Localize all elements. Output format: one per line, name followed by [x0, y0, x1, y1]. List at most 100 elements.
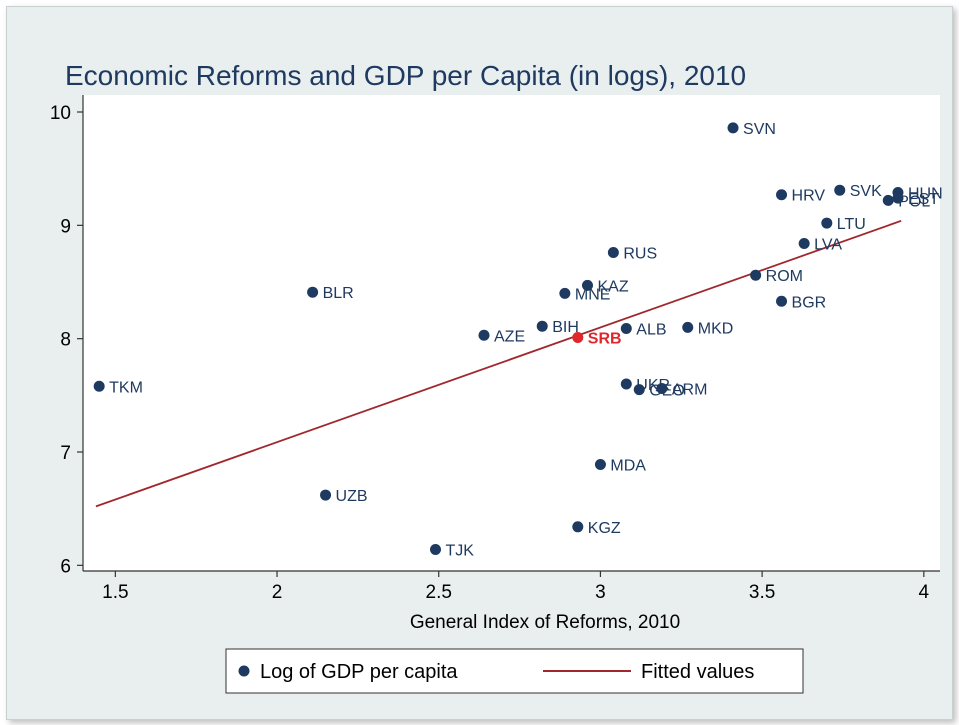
data-point-mda: MDA — [594, 457, 646, 474]
chart-frame: Economic Reforms and GDP per Capita (in … — [6, 6, 953, 720]
plot-area — [83, 95, 940, 571]
point-marker — [581, 279, 593, 291]
data-point-tkm: TKM — [93, 379, 143, 396]
point-marker — [93, 380, 105, 392]
legend-marker-points — [238, 665, 250, 677]
point-marker — [727, 122, 739, 134]
point-marker — [607, 247, 619, 259]
data-point-rus: RUS — [607, 246, 657, 263]
y-tick-label: 10 — [50, 103, 71, 124]
data-point-pol: POL — [882, 193, 930, 210]
point-label: SRB — [588, 331, 622, 348]
point-marker — [798, 237, 810, 249]
y-tick-label: 6 — [60, 556, 71, 577]
point-label: TKM — [109, 379, 143, 396]
legend-label-points: Log of GDP per capita — [260, 661, 458, 683]
point-marker — [572, 521, 584, 533]
data-point-kgz: KGZ — [572, 520, 621, 537]
point-marker — [892, 192, 904, 204]
point-label: EST — [908, 191, 939, 208]
chart-title: Economic Reforms and GDP per Capita (in … — [65, 60, 746, 91]
data-point-srb: SRB — [572, 331, 622, 348]
data-point-est: EST — [892, 191, 939, 208]
point-label: MDA — [610, 457, 646, 474]
point-marker — [594, 458, 606, 470]
legend: Log of GDP per capita Fitted values — [225, 648, 804, 694]
x-tick-label: 3.5 — [749, 582, 775, 603]
point-marker — [620, 322, 632, 334]
data-point-rom: ROM — [750, 268, 803, 285]
point-marker — [572, 332, 584, 344]
point-label: BGR — [792, 294, 827, 311]
data-point-aze: AZE — [478, 328, 525, 345]
scatter-chart: Economic Reforms and GDP per Capita (in … — [50, 60, 943, 694]
fit-layer — [95, 219, 902, 508]
legend-box — [225, 648, 804, 694]
x-tick-label: 3 — [595, 582, 606, 603]
point-marker — [633, 384, 645, 396]
point-label: ARM — [672, 382, 708, 399]
data-point-lva: LVA — [798, 236, 842, 253]
point-marker — [320, 489, 332, 501]
point-label: BLR — [323, 285, 354, 302]
point-marker — [682, 321, 694, 333]
y-tick-label: 9 — [60, 216, 71, 237]
point-label: HRV — [792, 188, 826, 205]
point-marker — [559, 287, 571, 299]
point-label: LVA — [814, 236, 842, 253]
point-marker — [776, 189, 788, 201]
point-marker — [478, 329, 490, 341]
point-label: KGZ — [588, 520, 621, 537]
point-marker — [882, 194, 894, 206]
data-point-hrv: HRV — [776, 188, 825, 205]
point-marker — [307, 286, 319, 298]
data-point-alb: ALB — [620, 321, 667, 338]
point-label: TJK — [446, 542, 475, 559]
point-label: SVN — [743, 121, 776, 138]
data-point-arm: ARM — [656, 382, 707, 399]
point-marker — [834, 184, 846, 196]
point-label: ROM — [766, 268, 803, 285]
point-label: KAZ — [597, 278, 628, 295]
x-tick-label: 4 — [919, 582, 930, 603]
point-marker — [536, 320, 548, 332]
fitted-line — [95, 219, 902, 508]
y-ticks: 6 7 8 9 10 — [50, 103, 83, 577]
data-point-bgr: BGR — [776, 294, 826, 311]
data-point-svk: SVK — [834, 183, 882, 200]
point-label: AZE — [494, 328, 525, 345]
point-marker — [430, 543, 442, 555]
y-tick-label: 8 — [60, 330, 71, 351]
point-label: ALB — [636, 321, 666, 338]
point-marker — [656, 383, 668, 395]
x-ticks: 1.5 2 2.5 3 3.5 4 — [102, 571, 930, 603]
point-label: HUN — [908, 185, 943, 202]
data-point-uzb: UZB — [320, 488, 368, 505]
point-marker — [821, 217, 833, 229]
point-label: LTU — [837, 216, 866, 233]
point-marker — [776, 295, 788, 307]
point-label: MNE — [575, 286, 611, 303]
x-tick-label: 1.5 — [102, 582, 128, 603]
x-tick-label: 2.5 — [426, 582, 452, 603]
point-marker — [620, 378, 632, 390]
point-label: UZB — [336, 488, 368, 505]
data-point-mkd: MKD — [682, 320, 733, 337]
data-point-blr: BLR — [307, 285, 354, 302]
point-label: SVK — [850, 183, 882, 200]
x-tick-label: 2 — [272, 582, 283, 603]
y-tick-label: 7 — [60, 443, 71, 464]
point-label: POL — [898, 193, 930, 210]
point-marker — [750, 269, 762, 281]
data-point-bih: BIH — [536, 319, 579, 336]
data-point-ltu: LTU — [821, 216, 866, 233]
point-label: MKD — [698, 320, 734, 337]
point-label: BIH — [552, 319, 579, 336]
x-axis-label: General Index of Reforms, 2010 — [410, 612, 680, 633]
point-label: RUS — [623, 246, 657, 263]
data-point-tjk: TJK — [430, 542, 474, 559]
legend-label-fit: Fitted values — [641, 661, 754, 683]
data-point-kaz: KAZ — [581, 278, 629, 295]
data-point-svn: SVN — [727, 121, 776, 138]
